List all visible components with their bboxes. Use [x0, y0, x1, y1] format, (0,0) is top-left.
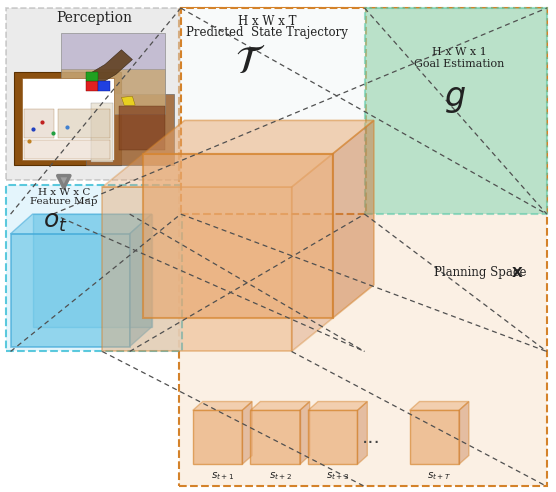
Text: $s_{t+2}$: $s_{t+2}$: [269, 471, 291, 483]
Text: Feature Map: Feature Map: [30, 197, 97, 206]
Polygon shape: [250, 401, 310, 410]
Bar: [24, 140, 111, 159]
Bar: [179, 8, 547, 487]
Text: Predicted  State Trajectory: Predicted State Trajectory: [186, 26, 348, 39]
Polygon shape: [33, 214, 152, 327]
Text: Goal Estimation: Goal Estimation: [414, 60, 504, 69]
Polygon shape: [300, 401, 310, 464]
Text: $\mathcal{T}$: $\mathcal{T}$: [235, 43, 266, 81]
Bar: [118, 106, 165, 151]
Text: $s_{t+3}$: $s_{t+3}$: [326, 471, 349, 483]
Polygon shape: [332, 121, 374, 318]
Polygon shape: [11, 214, 152, 234]
Bar: [86, 81, 98, 92]
Polygon shape: [121, 96, 135, 105]
Text: $o_t$: $o_t$: [43, 211, 68, 234]
Text: H x W x 1: H x W x 1: [431, 47, 486, 57]
Bar: [91, 103, 113, 161]
Polygon shape: [308, 401, 368, 410]
Polygon shape: [250, 410, 300, 464]
Text: $s_{t+1}$: $s_{t+1}$: [211, 471, 234, 483]
Polygon shape: [193, 401, 252, 410]
Polygon shape: [459, 401, 469, 464]
Bar: [14, 72, 121, 165]
Bar: [365, 8, 547, 214]
Bar: [22, 78, 114, 160]
Polygon shape: [88, 50, 132, 84]
Polygon shape: [410, 401, 469, 410]
Bar: [86, 72, 98, 81]
Text: $\mathbf{X}$: $\mathbf{X}$: [511, 266, 524, 280]
Polygon shape: [102, 154, 332, 187]
Bar: [61, 32, 165, 114]
Text: Planning Space: Planning Space: [434, 267, 530, 279]
Polygon shape: [143, 154, 332, 318]
Polygon shape: [143, 121, 374, 154]
Polygon shape: [242, 401, 252, 464]
Text: $s_{t+T}$: $s_{t+T}$: [427, 471, 451, 483]
Bar: [86, 94, 173, 165]
Polygon shape: [61, 69, 165, 114]
Text: $g$: $g$: [444, 83, 466, 115]
Polygon shape: [291, 154, 332, 351]
Bar: [6, 8, 182, 180]
Bar: [181, 8, 366, 214]
Polygon shape: [11, 234, 130, 346]
Text: H x W x C: H x W x C: [38, 187, 90, 196]
Polygon shape: [130, 214, 152, 346]
Polygon shape: [193, 410, 242, 464]
Text: ...: ...: [362, 428, 380, 447]
Polygon shape: [102, 187, 291, 351]
Text: H x W x T: H x W x T: [237, 15, 296, 28]
Polygon shape: [308, 410, 358, 464]
Bar: [24, 109, 54, 138]
Polygon shape: [358, 401, 368, 464]
Text: Perception: Perception: [56, 11, 132, 25]
Bar: [98, 81, 111, 92]
Bar: [6, 184, 182, 351]
Bar: [58, 109, 111, 138]
Polygon shape: [410, 410, 459, 464]
